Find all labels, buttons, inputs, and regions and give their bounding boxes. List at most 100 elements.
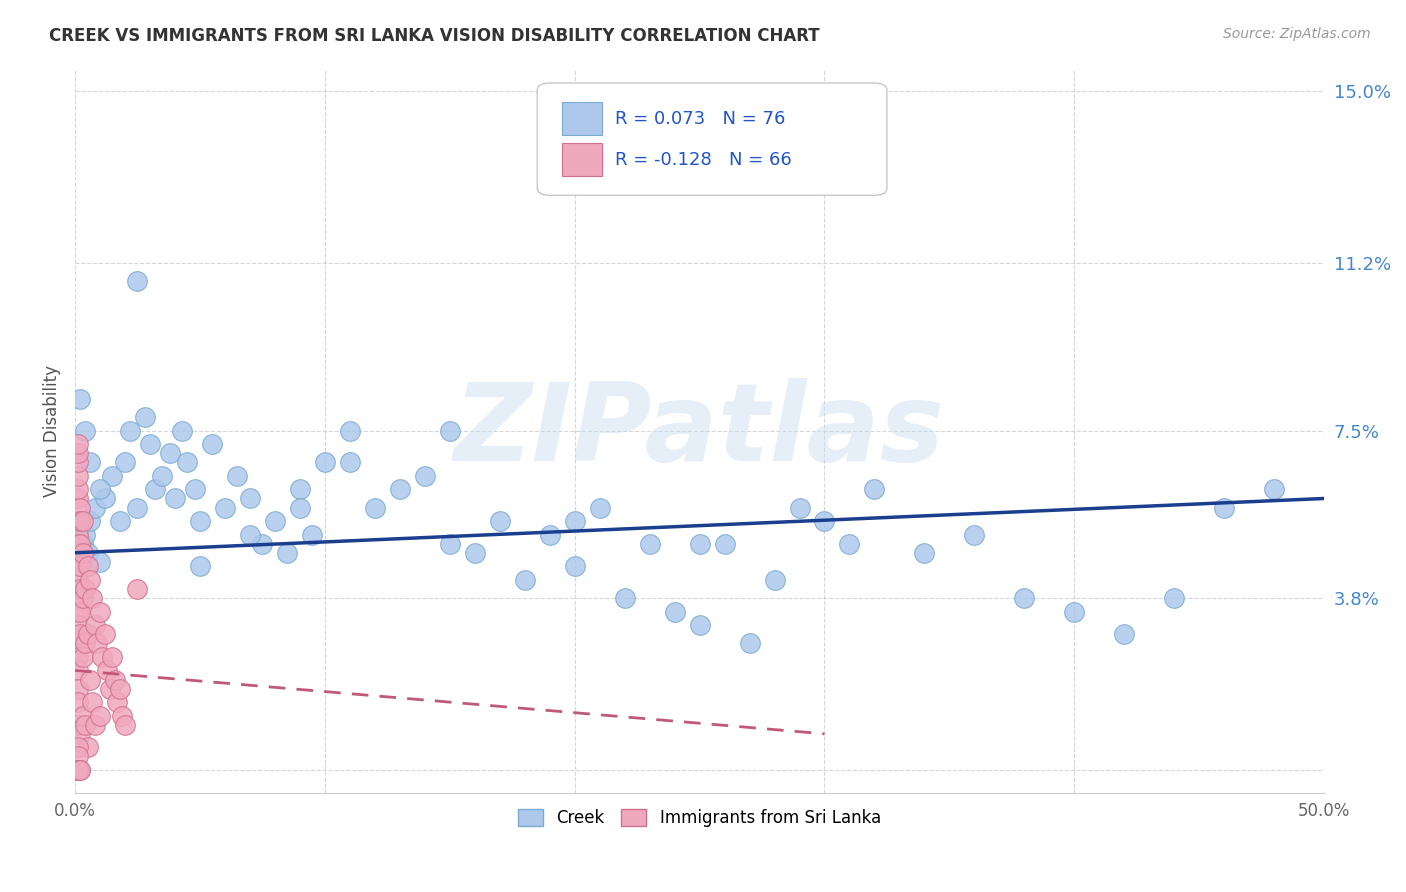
Point <box>73 718 96 732</box>
Point <box>79 673 101 687</box>
Point <box>114 718 136 732</box>
Point <box>84 718 107 732</box>
Point <box>72 514 94 528</box>
Point <box>66 718 89 732</box>
Point <box>66 618 89 632</box>
Point <box>76 740 98 755</box>
Point <box>838 537 860 551</box>
Point <box>72 708 94 723</box>
Text: CREEK VS IMMIGRANTS FROM SRI LANKA VISION DISABILITY CORRELATION CHART: CREEK VS IMMIGRANTS FROM SRI LANKA VISIO… <box>49 27 820 45</box>
Y-axis label: Vision Disability: Vision Disability <box>44 365 60 497</box>
Point <box>1213 500 1236 515</box>
Point <box>82 591 104 605</box>
Point <box>73 582 96 596</box>
Point <box>66 695 89 709</box>
FancyBboxPatch shape <box>562 102 602 136</box>
Point <box>388 483 411 497</box>
Point <box>214 500 236 515</box>
Point <box>226 468 249 483</box>
Point <box>66 649 89 664</box>
Point <box>127 274 149 288</box>
Point <box>488 514 510 528</box>
Point <box>72 537 94 551</box>
Point <box>159 446 181 460</box>
Point <box>963 527 986 541</box>
Point <box>188 514 211 528</box>
Point <box>104 673 127 687</box>
Point <box>239 491 262 506</box>
Point <box>76 627 98 641</box>
Point <box>86 636 108 650</box>
Point <box>276 546 298 560</box>
Point <box>66 455 89 469</box>
Point <box>314 455 336 469</box>
Point <box>98 681 121 696</box>
Point <box>69 500 91 515</box>
Point <box>738 636 761 650</box>
Point <box>664 605 686 619</box>
FancyBboxPatch shape <box>562 143 602 177</box>
Point <box>76 559 98 574</box>
Text: Source: ZipAtlas.com: Source: ZipAtlas.com <box>1223 27 1371 41</box>
Point <box>72 546 94 560</box>
Point <box>439 537 461 551</box>
Point <box>66 749 89 764</box>
Text: R = -0.128   N = 66: R = -0.128 N = 66 <box>614 152 792 169</box>
Point <box>66 437 89 451</box>
Point <box>413 468 436 483</box>
Point <box>66 483 89 497</box>
FancyBboxPatch shape <box>537 83 887 195</box>
Point <box>288 500 311 515</box>
Point <box>152 468 174 483</box>
Point <box>72 649 94 664</box>
Point <box>69 514 91 528</box>
Point <box>69 537 91 551</box>
Point <box>91 649 114 664</box>
Point <box>66 763 89 777</box>
Point <box>69 763 91 777</box>
Point <box>1063 605 1085 619</box>
Point <box>538 527 561 541</box>
Point <box>263 514 285 528</box>
Point <box>139 437 162 451</box>
Point <box>813 514 835 528</box>
Point <box>789 500 811 515</box>
Point <box>66 763 89 777</box>
Point <box>1014 591 1036 605</box>
Text: R = 0.073   N = 76: R = 0.073 N = 76 <box>614 111 785 128</box>
Point <box>364 500 387 515</box>
Point <box>239 527 262 541</box>
Point <box>73 527 96 541</box>
Point <box>69 559 91 574</box>
Point <box>184 483 207 497</box>
Point <box>111 708 134 723</box>
Point <box>89 555 111 569</box>
Point <box>66 546 89 560</box>
Point <box>66 537 89 551</box>
Point <box>564 514 586 528</box>
Point <box>94 491 117 506</box>
Point <box>1163 591 1185 605</box>
Point <box>163 491 186 506</box>
Point <box>689 618 711 632</box>
Point <box>252 537 274 551</box>
Point <box>638 537 661 551</box>
Point <box>1263 483 1285 497</box>
Point <box>513 573 536 587</box>
Point <box>176 455 198 469</box>
Point <box>82 695 104 709</box>
Point <box>66 740 89 755</box>
Point <box>69 605 91 619</box>
Point <box>84 618 107 632</box>
Point <box>66 491 89 506</box>
Point <box>66 605 89 619</box>
Point <box>439 424 461 438</box>
Point <box>127 500 149 515</box>
Point <box>613 591 636 605</box>
Point <box>172 424 194 438</box>
Point <box>89 605 111 619</box>
Point <box>66 681 89 696</box>
Point <box>66 664 89 678</box>
Point <box>79 455 101 469</box>
Point <box>107 695 129 709</box>
